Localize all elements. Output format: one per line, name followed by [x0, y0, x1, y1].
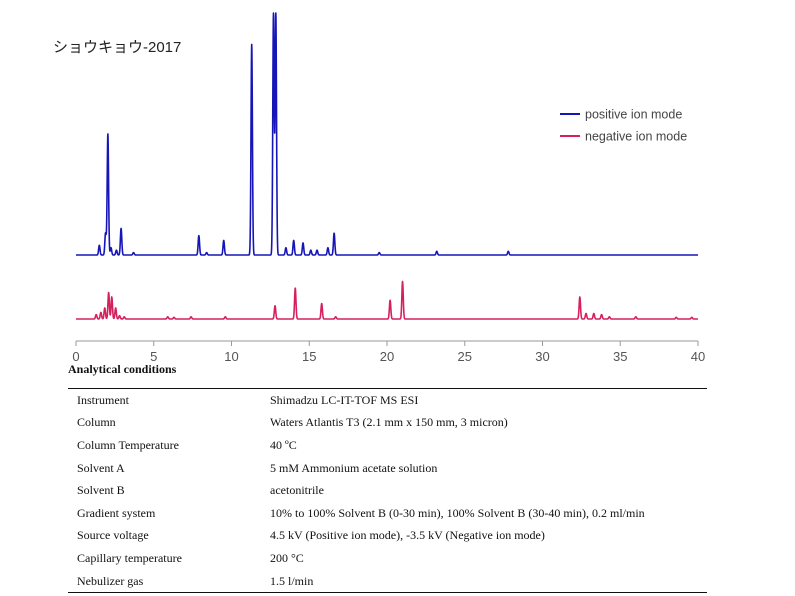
condition-value: acetonitrile	[270, 483, 324, 498]
x-tick-label: 20	[380, 349, 394, 364]
x-tick-label: 30	[535, 349, 549, 364]
condition-label: Gradient system	[77, 505, 156, 520]
condition-label: Nebulizer gas	[77, 573, 144, 588]
condition-value: 5 mM Ammonium acetate solution	[270, 460, 438, 475]
series-line-negative	[75, 280, 699, 320]
condition-label: Capillary temperature	[77, 550, 182, 565]
x-tick-label: 15	[302, 349, 316, 364]
conditions-table-body: Instrument Shimadzu LC-IT-TOF MS ESI Colum…	[68, 389, 707, 593]
conditions-row: Column Waters Atlantis T3 (2.1 mm x 150 m…	[68, 412, 707, 435]
condition-value: 1.5 l/min	[270, 573, 314, 588]
condition-label: Solvent B	[77, 483, 125, 498]
condition-value: Shimadzu LC-IT-TOF MS ESI	[270, 392, 419, 407]
series-line-positive	[75, 12, 699, 256]
condition-label: Instrument	[77, 392, 129, 407]
conditions-row: Column Temperature 40 ºC	[68, 434, 707, 457]
condition-label: Source voltage	[77, 528, 149, 543]
condition-label: Column Temperature	[77, 437, 179, 452]
condition-label: Solvent A	[77, 460, 125, 475]
conditions-heading: Analytical conditions	[68, 362, 177, 376]
condition-value: 40 ºC	[270, 437, 297, 452]
conditions-row: Solvent A 5 mM Ammonium acetate solution	[68, 457, 707, 480]
chart-title: ショウキョウ-2017	[53, 39, 181, 56]
chromatogram-chart: ショウキョウ-2017 0 5 10 15 20 25 30 35 40 positive io…	[53, 12, 705, 364]
legend-label: positive ion mode	[585, 108, 682, 122]
conditions-row: Solvent B acetonitrile	[68, 479, 707, 502]
condition-value: Waters Atlantis T3 (2.1 mm x 150 mm, 3 m…	[270, 415, 508, 430]
conditions-row: Nebulizer gas 1.5 l/min	[68, 570, 707, 593]
conditions-row: Instrument Shimadzu LC-IT-TOF MS ESI	[68, 389, 707, 412]
legend: positive ion mode negative ion mode	[560, 108, 687, 144]
x-tick-label: 35	[613, 349, 627, 364]
x-tick-label: 25	[458, 349, 472, 364]
x-tick-label: 5	[150, 349, 157, 364]
x-tick-label: 10	[224, 349, 238, 364]
x-axis: 0 5 10 15 20 25 30 35 40	[72, 340, 705, 364]
condition-value: 4.5 kV (Positive ion mode), -3.5 kV (Neg…	[270, 528, 545, 543]
conditions-row: Gradient system 10% to 100% Solvent B (0-…	[68, 502, 707, 525]
chromatogram-traces	[75, 12, 699, 320]
x-tick-label: 40	[691, 349, 705, 364]
legend-label: negative ion mode	[585, 130, 687, 144]
conditions-table: Instrument Shimadzu LC-IT-TOF MS ESI Colum…	[68, 388, 707, 594]
conditions-row: Source voltage 4.5 kV (Positive ion mode)…	[68, 525, 707, 548]
x-tick-label: 0	[72, 349, 79, 364]
conditions-row: Capillary temperature 200 °C	[68, 547, 707, 570]
condition-value: 10% to 100% Solvent B (0-30 min), 100% S…	[270, 505, 645, 520]
condition-label: Column	[77, 415, 116, 430]
condition-value: 200 °C	[270, 550, 304, 565]
